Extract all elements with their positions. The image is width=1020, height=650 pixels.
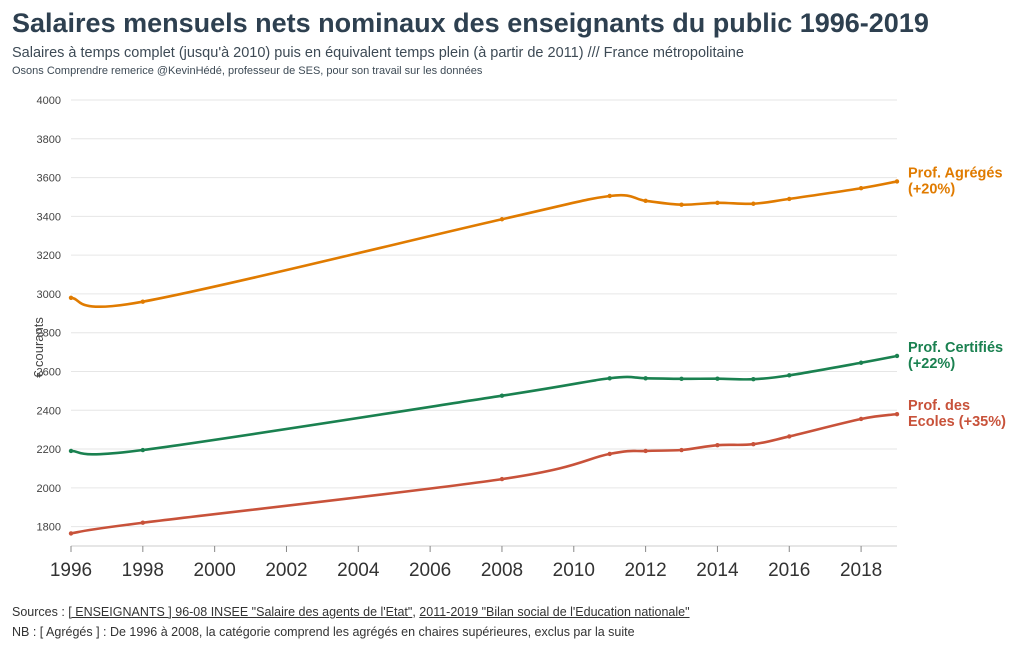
data-point-prof-agr-g-s <box>68 295 74 300</box>
series-label-line: Prof. des <box>908 398 970 414</box>
data-point-prof-agr-g-s <box>499 217 505 222</box>
data-point-prof-des-ecoles <box>68 531 74 536</box>
data-point-prof-des-ecoles <box>140 520 146 525</box>
data-point-prof-certifi-s <box>715 376 720 381</box>
chart-subtitle: Salaires à temps complet (jusqu'à 2010) … <box>12 45 744 61</box>
data-point-prof-agr-g-s <box>858 186 864 191</box>
data-point-prof-certifi-s <box>607 376 612 381</box>
data-point-prof-certifi-s <box>787 373 792 378</box>
data-point-prof-certifi-s <box>858 360 864 365</box>
series-label-line: (+20%) <box>908 181 955 197</box>
chart-credit: Osons Comprendre remerice @KevinHédé, pr… <box>12 65 483 77</box>
source-link-bilan-social[interactable]: 2011-2019 "Bilan social de l'Education n… <box>419 605 690 619</box>
data-point-prof-certifi-s <box>499 393 505 398</box>
series-label-line: Prof. Certifiés <box>908 340 1003 356</box>
footer-note: NB : [ Agrégés ] : De 1996 à 2008, la ca… <box>12 625 635 639</box>
y-tick-label: 3600 <box>37 173 61 185</box>
data-point-prof-des-ecoles <box>751 441 756 447</box>
data-point-prof-certifi-s <box>68 448 74 454</box>
y-tick-label: 2400 <box>37 405 61 417</box>
x-tick-label: 2012 <box>624 560 666 581</box>
x-tick-label: 2000 <box>194 560 236 581</box>
x-tick-label: 2018 <box>840 560 882 581</box>
chart-title: Salaires mensuels nets nominaux des ense… <box>12 8 929 38</box>
x-tick-label: 2014 <box>696 560 739 581</box>
y-tick-label: 3400 <box>37 211 61 223</box>
series-label-line: Prof. Agrégés <box>908 165 1003 181</box>
sources-separator: , <box>412 605 420 619</box>
data-point-prof-certifi-s <box>679 376 684 382</box>
y-tick-label: 3200 <box>37 250 61 262</box>
series-label-line: (+22%) <box>908 356 955 372</box>
data-point-prof-agr-g-s <box>894 179 900 184</box>
data-point-prof-des-ecoles <box>679 447 684 453</box>
y-tick-label: 3000 <box>37 289 61 301</box>
data-point-prof-agr-g-s <box>715 200 720 205</box>
line-chart: 1800 2000 2200 2400 2600 2800 3000 3200 3400 3600… <box>37 95 1007 581</box>
y-tick-label: 2800 <box>37 328 61 340</box>
series-line-prof-agr-g-s <box>70 180 898 309</box>
series-line-prof-certifi-s <box>70 354 898 456</box>
series-line-prof-des-ecoles <box>70 412 898 535</box>
series-label-prof-des-ecoles: Prof. des Ecoles (+35%) <box>908 398 1006 430</box>
source-link-insee[interactable]: [ ENSEIGNANTS ] 96-08 INSEE "Salaire des… <box>68 605 413 619</box>
data-point-prof-certifi-s <box>751 377 756 382</box>
data-point-prof-agr-g-s <box>643 198 648 204</box>
data-point-prof-des-ecoles <box>715 442 720 448</box>
x-tick-label: 1996 <box>50 560 92 581</box>
series-label-prof-agr-g-s: Prof. Agrégés (+20%) <box>908 165 1003 197</box>
y-tick-label: 3800 <box>37 134 61 146</box>
series-label-line: Ecoles (+35%) <box>908 414 1006 430</box>
y-tick-label: 2000 <box>37 483 61 495</box>
x-tick-label: 2008 <box>481 560 523 581</box>
data-point-prof-agr-g-s <box>787 196 792 202</box>
data-point-prof-certifi-s <box>894 353 900 359</box>
x-tick-label: 2002 <box>265 560 307 581</box>
data-point-prof-des-ecoles <box>894 411 900 417</box>
data-point-prof-agr-g-s <box>140 299 146 304</box>
x-tick-label: 2004 <box>337 560 380 581</box>
data-point-prof-des-ecoles <box>607 451 612 457</box>
data-point-prof-certifi-s <box>643 376 648 381</box>
data-point-prof-des-ecoles <box>499 476 505 482</box>
y-tick-label: 1800 <box>37 522 61 534</box>
x-tick-label: 2016 <box>768 560 810 581</box>
y-axis-label: € courants <box>30 317 46 378</box>
x-tick-label: 1998 <box>122 560 164 581</box>
data-point-prof-des-ecoles <box>787 434 792 439</box>
series-label-prof-certifi-s: Prof. Certifiés (+22%) <box>908 340 1003 372</box>
data-point-prof-des-ecoles <box>643 448 648 454</box>
footer-sources: Sources : [ ENSEIGNANTS ] 96-08 INSEE "S… <box>12 605 690 619</box>
y-tick-label: 2200 <box>37 444 61 456</box>
data-point-prof-agr-g-s <box>607 193 612 199</box>
data-point-prof-des-ecoles <box>858 416 864 422</box>
y-tick-label: 2600 <box>37 366 61 378</box>
data-point-prof-agr-g-s <box>751 201 756 206</box>
sources-prefix: Sources : <box>12 605 69 619</box>
data-point-prof-certifi-s <box>140 447 146 453</box>
data-point-prof-agr-g-s <box>679 202 684 207</box>
y-tick-label: 4000 <box>37 95 61 107</box>
x-tick-label: 2010 <box>553 560 595 581</box>
x-tick-label: 2006 <box>409 560 451 581</box>
